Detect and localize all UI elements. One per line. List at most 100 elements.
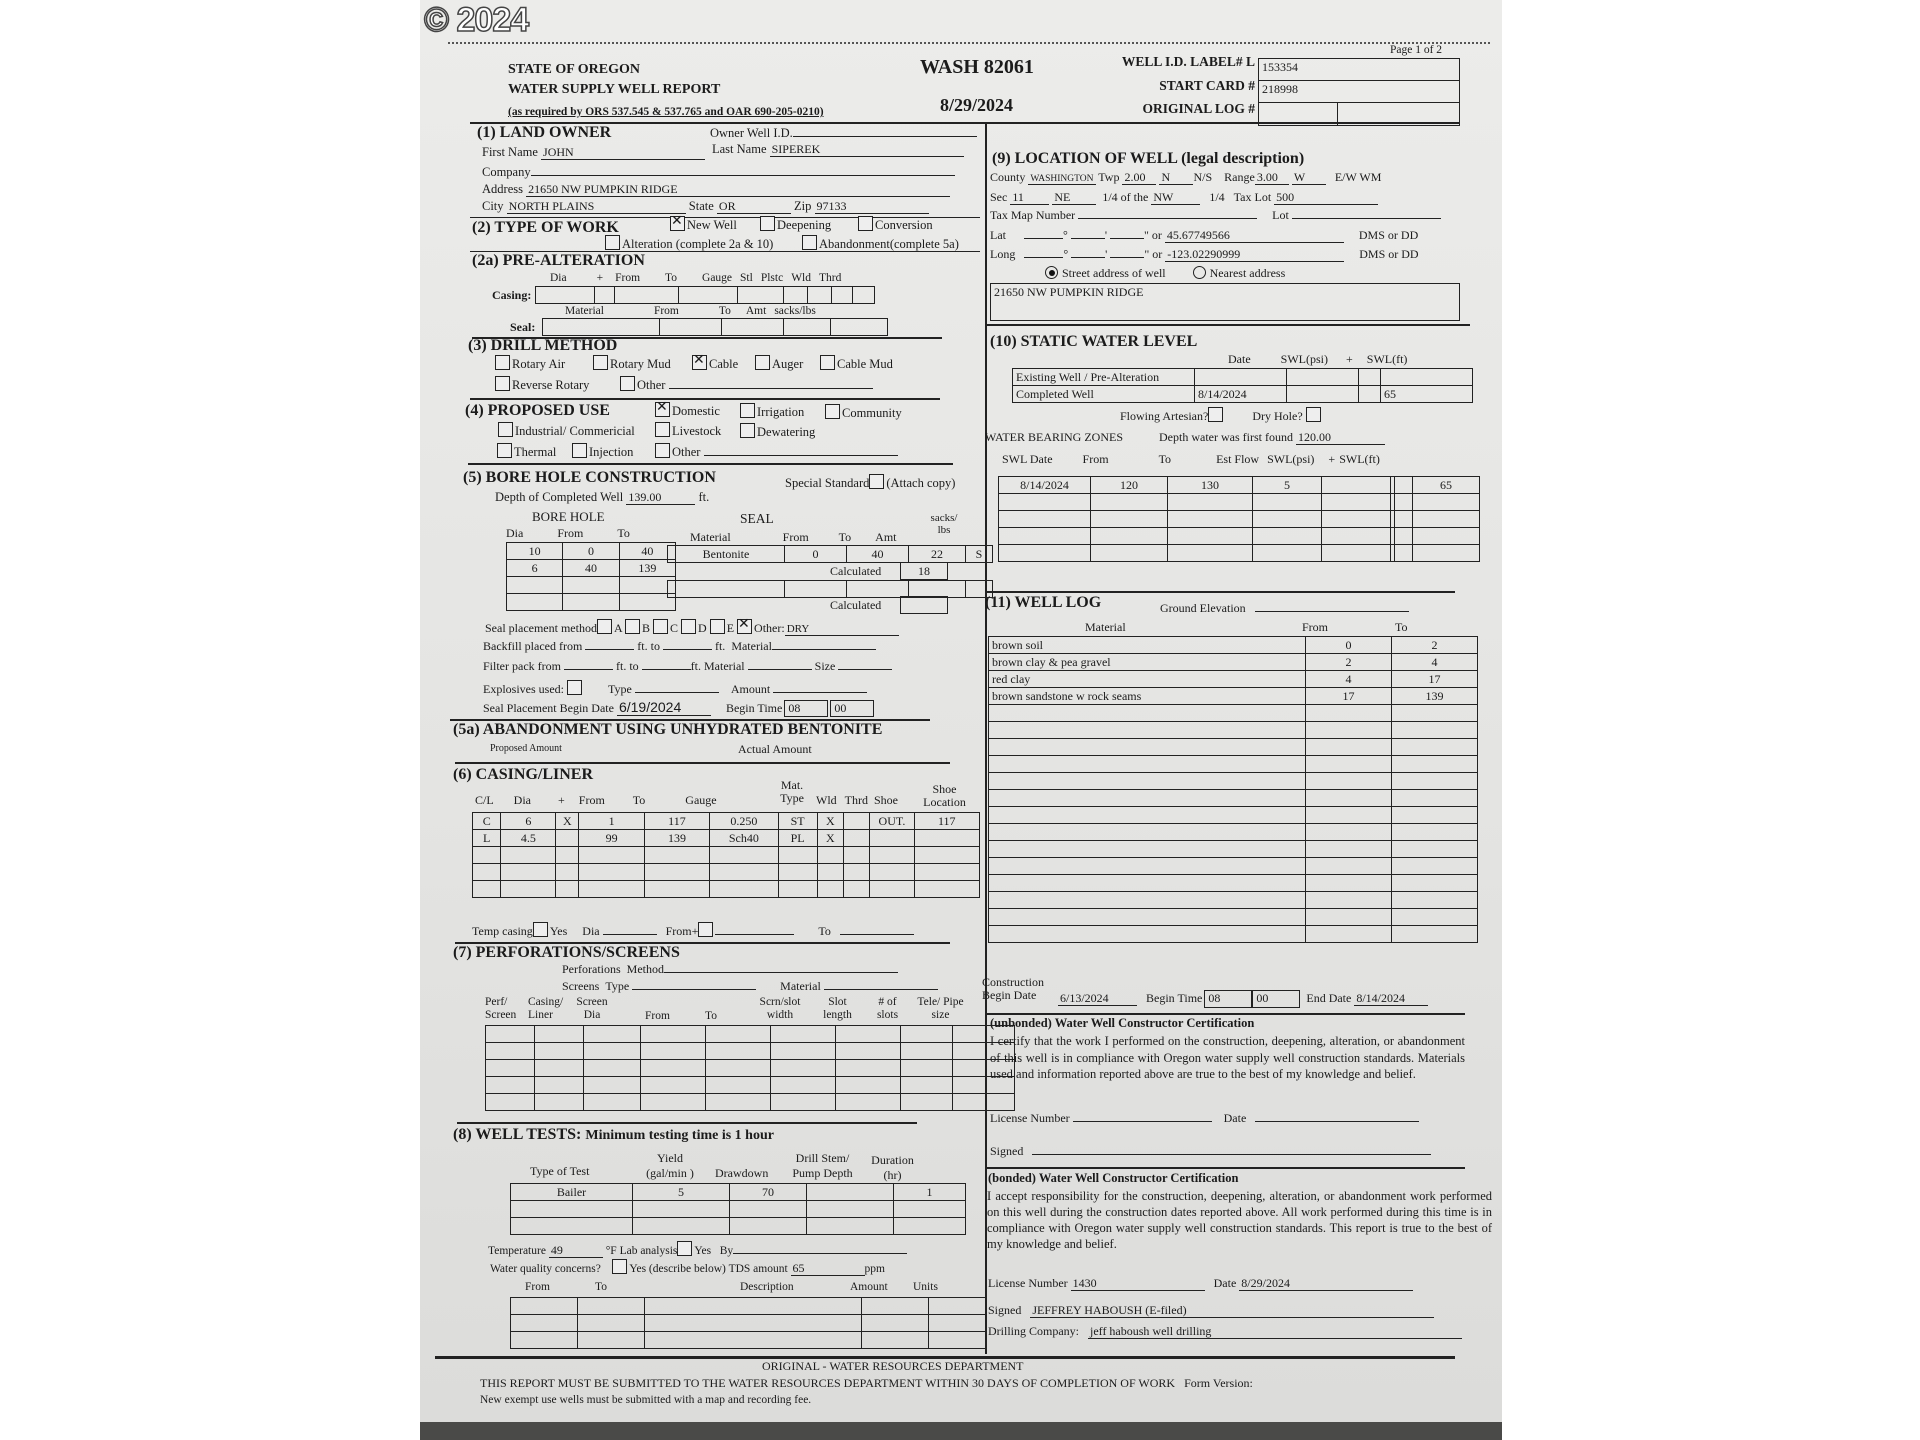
table-cell[interactable]	[510, 1314, 578, 1332]
end-date-field[interactable]: 8/14/2024	[1354, 991, 1429, 1007]
table-cell[interactable]: X	[555, 812, 580, 830]
table-cell[interactable]	[777, 863, 818, 881]
seal-method-e-checkbox[interactable]	[709, 619, 725, 634]
rotary-mud-checkbox[interactable]	[593, 355, 608, 370]
construction-begin-hour-field[interactable]: 08	[1204, 990, 1253, 1008]
unbonded-date-field[interactable]	[1255, 1121, 1420, 1122]
table-cell[interactable]	[485, 1042, 535, 1060]
use-other[interactable]: Other	[655, 443, 898, 460]
table-cell[interactable]	[835, 1059, 901, 1077]
drilling-company-field[interactable]: jeff haboush well drilling	[1088, 1324, 1462, 1340]
table-cell[interactable]	[640, 1042, 706, 1060]
table-cell[interactable]	[1391, 721, 1478, 739]
start-card-field[interactable]: 218998	[1258, 80, 1460, 103]
temp-from-field[interactable]	[715, 934, 795, 935]
table-cell[interactable]	[643, 880, 711, 898]
table-cell[interactable]	[1391, 806, 1478, 824]
perforations-method-field[interactable]	[664, 972, 898, 973]
ground-elevation-field[interactable]	[1254, 611, 1409, 612]
bonded-signature-field[interactable]: JEFFREY HABOUSH (E-filed)	[1030, 1303, 1435, 1319]
pre-alteration-casing-table[interactable]	[535, 286, 875, 304]
rotary-air-checkbox[interactable]	[495, 355, 510, 370]
table-cell[interactable]	[806, 1183, 894, 1201]
conversion-checkbox[interactable]	[858, 216, 873, 231]
lat-min-field[interactable]	[1070, 238, 1105, 239]
table-cell[interactable]: 0	[562, 542, 620, 560]
table-cell[interactable]: 139	[643, 829, 711, 847]
table-cell[interactable]	[510, 1297, 578, 1315]
deepening-checkbox[interactable]	[760, 216, 775, 231]
table-cell[interactable]	[1090, 493, 1168, 511]
casing-liner-table[interactable]: C 6 X 1 117 0.250 ST X OUT. 117 L 4.5 99 139 Sch40 PL X	[471, 812, 981, 898]
table-cell[interactable]	[577, 1297, 645, 1315]
company-field[interactable]	[530, 175, 955, 176]
last-name-field[interactable]: SIPEREK	[769, 142, 964, 158]
table-cell[interactable]	[583, 1025, 641, 1043]
table-cell[interactable]	[988, 840, 1306, 858]
abandonment-checkbox[interactable]	[802, 235, 817, 250]
seal-method-c-checkbox[interactable]	[653, 619, 668, 634]
table-cell[interactable]	[705, 1059, 771, 1077]
table-cell[interactable]	[1305, 874, 1392, 892]
range-field[interactable]: 3.00	[1254, 170, 1289, 186]
table-cell[interactable]	[1391, 857, 1478, 875]
table-cell[interactable]	[913, 846, 981, 864]
table-cell[interactable]	[1391, 772, 1478, 790]
table-cell[interactable]	[998, 510, 1091, 528]
table-cell[interactable]	[500, 863, 557, 881]
table-cell[interactable]: brown sandstone w rock seams	[988, 687, 1306, 705]
seal-begin-hour-field[interactable]: 08	[784, 700, 829, 717]
lat-field[interactable]: 45.67749566	[1164, 228, 1344, 244]
nearest-address-radio[interactable]	[1192, 266, 1206, 279]
table-cell[interactable]	[534, 1059, 584, 1077]
table-cell[interactable]	[900, 1093, 953, 1111]
well-log-table[interactable]: brown soil 0 2 brown clay & pea gravel 2 4 red…	[988, 636, 1478, 943]
table-cell[interactable]	[471, 846, 502, 864]
flowing-artesian-checkbox[interactable]	[1208, 407, 1224, 422]
bonded-date-field[interactable]: 8/29/2024	[1239, 1276, 1414, 1292]
lab-by-field[interactable]	[733, 1253, 908, 1254]
table-cell[interactable]	[729, 1200, 807, 1218]
table-cell[interactable]	[861, 1297, 929, 1315]
table-cell[interactable]	[1305, 908, 1392, 926]
table-cell[interactable]	[709, 880, 779, 898]
use-injection[interactable]: Injection	[572, 443, 633, 460]
table-cell[interactable]	[777, 880, 818, 898]
table-cell[interactable]	[893, 1217, 966, 1235]
table-cell[interactable]	[1412, 527, 1480, 545]
table-cell[interactable]	[534, 1042, 584, 1060]
seal-table[interactable]: Bentonite 0 40 22 S	[667, 545, 993, 563]
table-cell[interactable]	[1305, 891, 1392, 909]
table-cell[interactable]: 8/14/2024	[998, 476, 1091, 494]
alteration-checkbox[interactable]	[605, 235, 620, 250]
table-cell[interactable]	[900, 1025, 953, 1043]
table-cell[interactable]	[1391, 823, 1478, 841]
table-cell[interactable]	[1391, 925, 1478, 943]
table-cell[interactable]	[1390, 544, 1413, 562]
table-cell[interactable]: 4.5	[500, 829, 557, 847]
temp-from-plus-checkbox[interactable]	[698, 922, 714, 937]
domestic-checkbox[interactable]	[655, 400, 670, 417]
reverse-rotary-checkbox[interactable]	[495, 376, 510, 391]
seal-method-a-checkbox[interactable]	[596, 619, 612, 634]
table-cell[interactable]: 120	[1090, 476, 1168, 494]
address-field[interactable]: 21650 NW PUMPKIN RIDGE	[526, 182, 951, 198]
backfill-to-field[interactable]	[662, 649, 712, 650]
drill-reverse-rotary[interactable]: Reverse Rotary	[495, 376, 589, 393]
table-cell[interactable]	[640, 1076, 706, 1094]
table-cell[interactable]	[770, 1093, 836, 1111]
table-cell[interactable]	[861, 1331, 929, 1349]
table-cell[interactable]	[816, 863, 844, 881]
table-cell[interactable]: S	[965, 545, 993, 563]
construction-begin-date-field[interactable]: 6/13/2024	[1058, 991, 1137, 1007]
calculated-value-2[interactable]	[900, 596, 948, 614]
backfill-material-field[interactable]	[771, 649, 876, 650]
table-cell[interactable]: X	[816, 812, 844, 830]
table-cell[interactable]	[534, 1093, 584, 1111]
use-livestock[interactable]: Livestock	[655, 422, 721, 439]
table-cell[interactable]	[578, 846, 645, 864]
table-cell[interactable]: C	[471, 812, 502, 830]
table-cell[interactable]	[1391, 908, 1478, 926]
table-cell[interactable]: 1	[893, 1183, 966, 1201]
calculated-value-1[interactable]: 18	[900, 562, 948, 580]
